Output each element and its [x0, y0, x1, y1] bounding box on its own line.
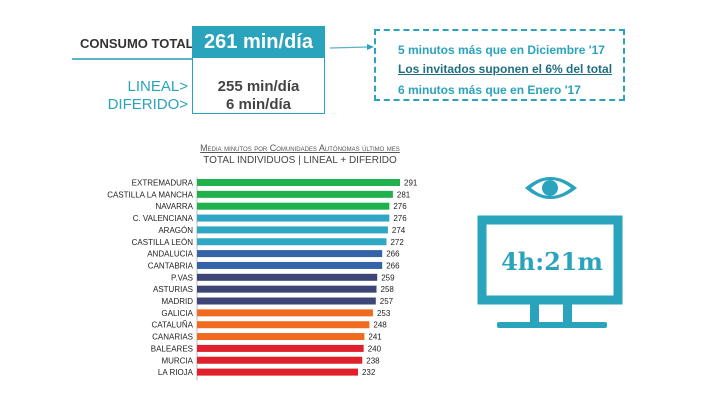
bar: [197, 179, 400, 186]
chart-subtitle: TOTAL INDIVIDUOS | LINEAL + DIFERIDO: [203, 155, 397, 166]
bar: [197, 356, 363, 364]
data-label: 240: [368, 344, 382, 353]
bar: [197, 344, 364, 352]
bar: [197, 297, 376, 305]
bar: [197, 309, 373, 317]
data-label: 253: [377, 309, 391, 318]
bar: [197, 202, 390, 210]
category-label: NAVARRA: [156, 202, 194, 211]
bar: [197, 226, 388, 234]
category-label: ASTURIAS: [153, 285, 193, 294]
category-label: CASTILLA LEÓN: [132, 238, 194, 247]
data-label: 248: [373, 321, 387, 330]
category-label: P.VAS: [171, 273, 193, 282]
data-label: 276: [393, 214, 407, 223]
diferido-label: DIFERIDO>: [107, 96, 188, 113]
category-label: MURCIA: [161, 356, 193, 365]
data-label: 291: [404, 179, 418, 188]
category-label: MADRID: [161, 297, 193, 306]
bar: [197, 261, 383, 269]
category-label: ARAGÓN: [158, 226, 193, 235]
data-label: 272: [390, 238, 404, 247]
category-label: C. VALENCIANA: [133, 214, 194, 223]
breakdown-box: [192, 58, 325, 114]
notes-box: [374, 29, 625, 101]
bar: [197, 250, 383, 258]
tv-icon: [477, 177, 623, 328]
total-value: 261 min/día: [192, 26, 325, 58]
diferido-value: 6 min/día: [225, 96, 292, 113]
data-label: 258: [381, 285, 395, 294]
data-label: 274: [392, 226, 406, 235]
data-label: 266: [386, 250, 400, 259]
note: 5 minutos más que en Diciembre '17: [398, 43, 605, 57]
bar: [197, 333, 365, 341]
bar: [197, 214, 390, 222]
data-label: 276: [393, 202, 407, 211]
tv-value: 4h:21m: [501, 247, 603, 276]
category-label: GALICIA: [161, 309, 193, 318]
category-label: ANDALUCIA: [147, 250, 193, 259]
data-label: 281: [397, 190, 411, 199]
bar: [197, 368, 358, 376]
bar-chart: EXTREMADURA 291 CASTILLA LA MANCHA 281 NAVAR…: [107, 177, 418, 381]
data-label: 259: [381, 273, 395, 282]
category-label: CATALUÑA: [152, 321, 194, 330]
category-label: BALEARES: [151, 344, 193, 353]
bar: [197, 273, 378, 281]
bar: [197, 321, 370, 329]
category-label: CASTILLA LA MANCHA: [107, 190, 193, 199]
category-label: LA RIOJA: [158, 368, 194, 377]
divider: [72, 58, 192, 60]
category-label: CANARIAS: [152, 333, 193, 342]
category-label: CANTABRIA: [148, 261, 194, 270]
lineal-value: 255 min/día: [217, 78, 300, 95]
data-label: 232: [362, 368, 376, 377]
bar: [197, 238, 387, 246]
bar: [197, 190, 393, 198]
arrow-icon: [330, 44, 374, 50]
data-label: 238: [366, 356, 380, 365]
data-label: 257: [380, 297, 394, 306]
data-label: 241: [368, 333, 382, 342]
category-label: EXTREMADURA: [132, 179, 194, 188]
bar: [197, 285, 377, 293]
chart-title: Media minutos por Comunidades Autónomas …: [200, 143, 400, 153]
note: 6 minutos más que en Enero '17: [398, 83, 581, 97]
total-label: CONSUMO TOTAL: [80, 36, 194, 51]
lineal-label: LINEAL>: [127, 78, 188, 95]
note: Los invitados suponen el 6% del total: [398, 62, 613, 76]
data-label: 266: [386, 261, 400, 270]
